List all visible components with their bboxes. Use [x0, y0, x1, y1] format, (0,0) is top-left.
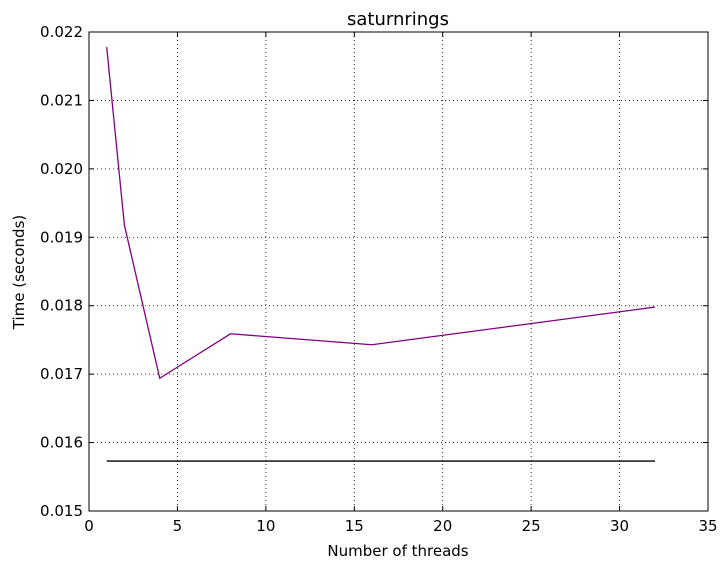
- x-tick-label: 5: [173, 517, 183, 535]
- y-tick-label: 0.020: [40, 160, 83, 178]
- series-line-1: [106, 46, 656, 380]
- y-tick-label: 0.016: [40, 434, 83, 452]
- chart-title: saturnrings: [347, 9, 449, 30]
- x-tick-label: 35: [698, 517, 717, 535]
- x-tick-label: 15: [345, 517, 364, 535]
- x-tick-label: 10: [256, 517, 275, 535]
- gridlines: [89, 32, 708, 511]
- y-tick-label: 0.022: [40, 23, 83, 41]
- x-tick-label: 20: [433, 517, 452, 535]
- ticks-layer: 0 5 10 15 20 25 30 35 0.015 0.016 0.017 0.018 0.019 0…: [40, 23, 718, 535]
- y-axis-label: Time (seconds): [10, 215, 28, 331]
- x-tick-label: 25: [522, 517, 541, 535]
- x-axis-label: Number of threads: [327, 542, 468, 560]
- series-layer: [106, 46, 656, 462]
- plot-frame: [88, 31, 709, 512]
- y-tick-label: 0.021: [40, 91, 83, 109]
- y-tick-label: 0.018: [40, 297, 83, 315]
- y-tick-label: 0.017: [40, 365, 83, 383]
- x-tick-label: 0: [84, 517, 94, 535]
- y-tick-label: 0.015: [40, 502, 83, 520]
- y-tick-label: 0.019: [40, 228, 83, 246]
- x-tick-label: 30: [610, 517, 629, 535]
